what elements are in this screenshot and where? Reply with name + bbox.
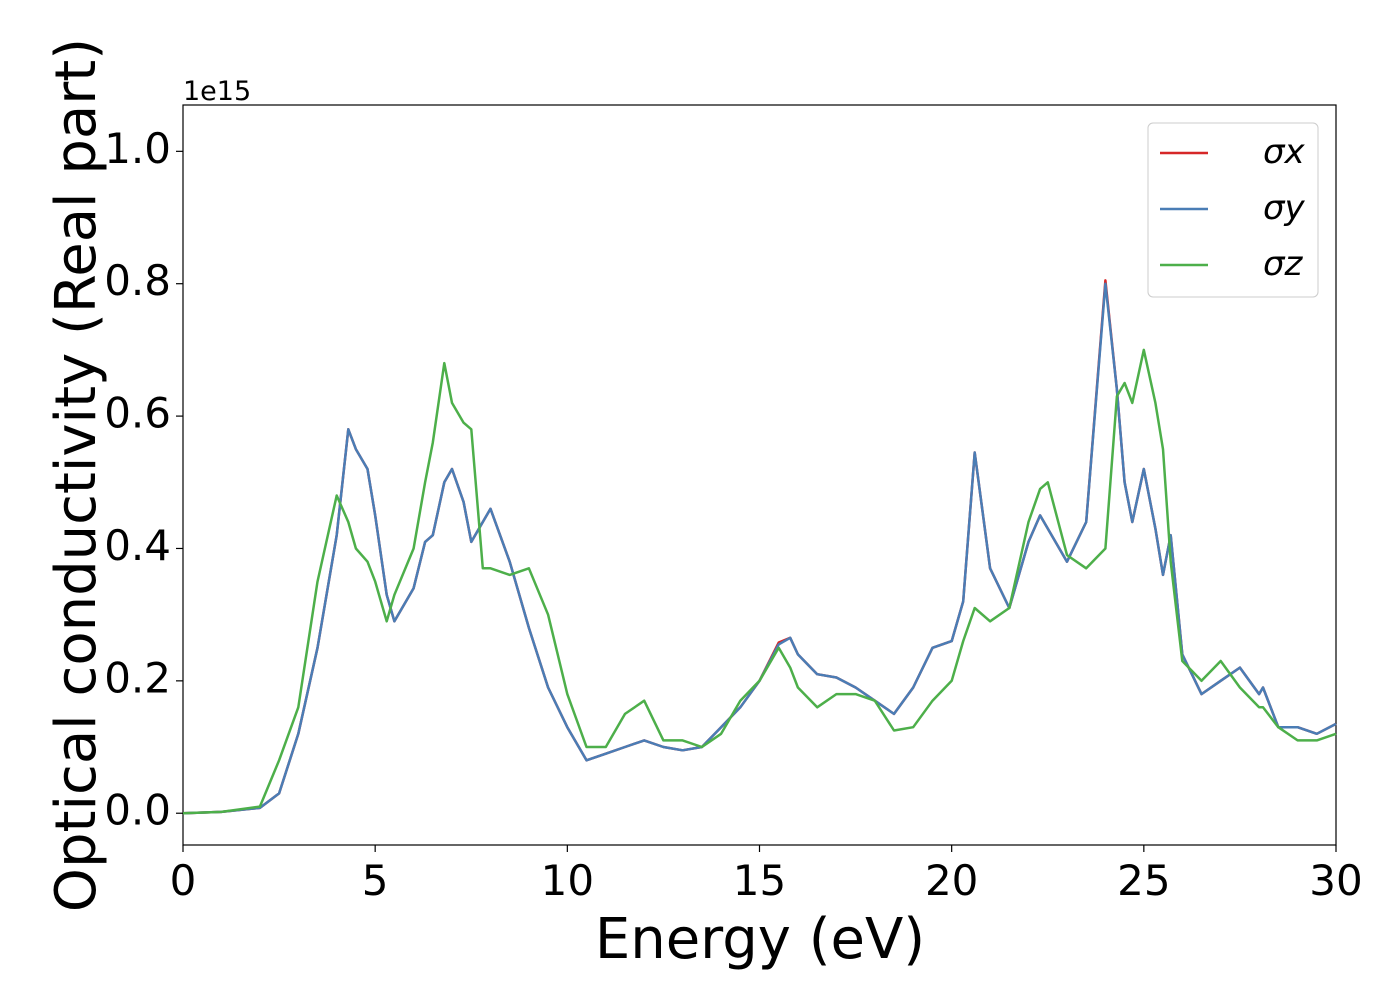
x-tick-label: 25	[1117, 856, 1170, 905]
y-tick-label: 1.0	[104, 124, 171, 173]
y-axis-label: Optical conductivity (Real part)	[44, 38, 109, 912]
x-tick-label: 0	[170, 856, 197, 905]
legend-box	[1147, 122, 1319, 298]
y-tick-label: 0.2	[104, 653, 171, 702]
series-line	[182, 348, 1337, 815]
y-tick-label: 0.4	[104, 521, 171, 570]
x-tick-label: 5	[362, 856, 389, 905]
x-axis-label: Energy (eV)	[595, 907, 925, 972]
y-tick-label: 0.6	[104, 389, 171, 438]
x-tick-label: 30	[1309, 856, 1362, 905]
y-tick-label: 0.0	[104, 786, 171, 835]
x-tick-label: 15	[733, 856, 786, 905]
y-tick-label: 0.8	[104, 256, 171, 305]
y-offset-label: 1e15	[183, 76, 251, 107]
series-line	[182, 282, 1337, 815]
x-tick-label: 10	[541, 856, 594, 905]
legend-label: σz	[1263, 244, 1304, 284]
legend-label: σy	[1263, 188, 1306, 228]
x-tick-label: 20	[925, 856, 978, 905]
legend-label: σx	[1263, 132, 1306, 172]
